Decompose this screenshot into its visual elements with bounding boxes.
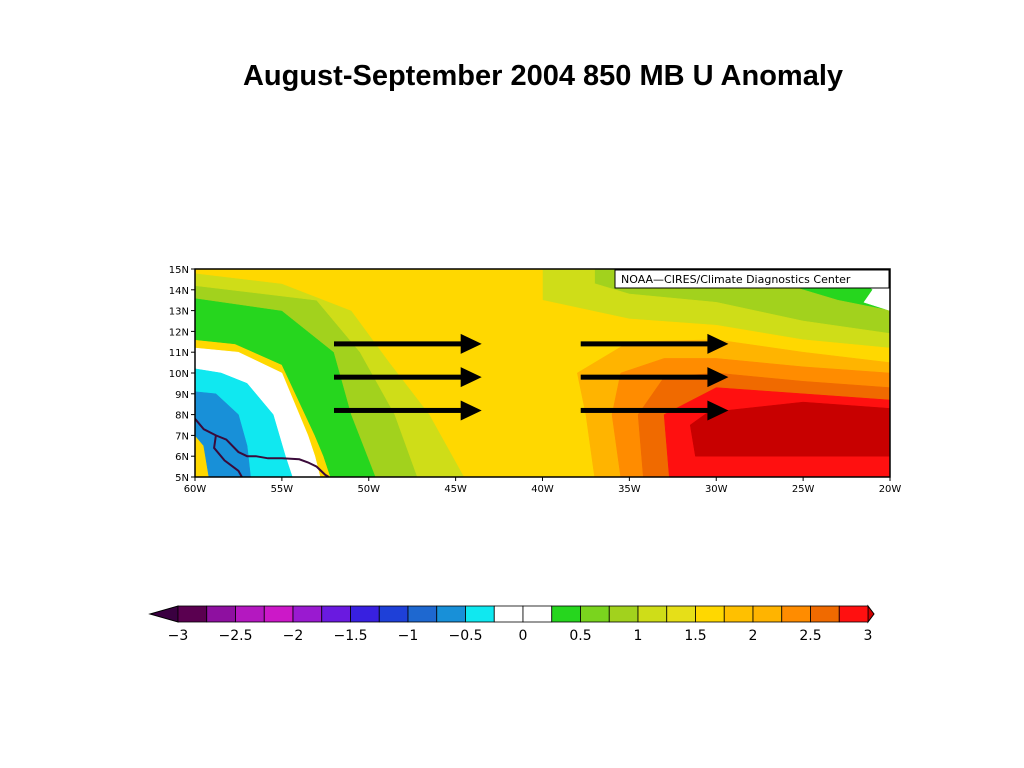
x-tick-label: 60W xyxy=(184,484,207,495)
colorbar-swatch xyxy=(465,605,495,623)
colorbar-label: 1.5 xyxy=(684,628,706,644)
colorbar-swatch xyxy=(235,605,265,623)
y-tick-label: 9N xyxy=(175,390,189,401)
colorbar-label: −2 xyxy=(283,628,304,644)
credit-label: NOAA—CIRES/Climate Diagnostics Center xyxy=(621,273,851,286)
x-tick-label: 30W xyxy=(705,484,728,495)
colorbar-swatch xyxy=(206,605,236,623)
x-tick-label: 25W xyxy=(792,484,815,495)
colorbar-swatch xyxy=(666,605,696,623)
colorbar-swatch xyxy=(695,605,725,623)
y-tick-label: 7N xyxy=(175,431,189,442)
x-tick-label: 40W xyxy=(531,484,554,495)
y-tick-label: 12N xyxy=(169,327,189,338)
colorbar-swatch xyxy=(378,605,409,623)
colorbar-swatch xyxy=(350,605,380,623)
x-tick-label: 55W xyxy=(271,484,294,495)
colorbar-swatch xyxy=(723,605,754,623)
colorbar-swatch xyxy=(838,605,869,623)
y-tick-label: 11N xyxy=(169,348,189,359)
wind-arrow xyxy=(334,333,482,354)
colorbar-swatch xyxy=(637,605,668,623)
x-tick-label: 50W xyxy=(357,484,380,495)
y-tick-label: 14N xyxy=(169,286,189,297)
contour-region xyxy=(689,401,890,457)
wind-arrow xyxy=(580,367,729,388)
colorbar-label: −3 xyxy=(168,628,189,644)
wind-arrow xyxy=(580,333,729,354)
wind-arrow xyxy=(334,400,482,421)
x-tick-label: 35W xyxy=(618,484,641,495)
colorbar-left-tip xyxy=(148,605,179,623)
colorbar-swatch xyxy=(810,605,840,623)
y-tick-label: 8N xyxy=(175,411,189,422)
colorbar-label: −2.5 xyxy=(219,628,253,644)
wind-arrow xyxy=(580,400,729,421)
x-tick-label: 20W xyxy=(879,484,902,495)
coastline xyxy=(195,418,330,477)
colorbar-label: 2.5 xyxy=(799,628,821,644)
colorbar-swatch xyxy=(580,605,610,623)
colorbar-swatch xyxy=(292,605,323,623)
colorbar-swatch xyxy=(436,605,466,623)
colorbar-right-tip xyxy=(867,604,875,624)
colorbar-swatch xyxy=(752,605,783,623)
y-tick-label: 6N xyxy=(175,452,189,463)
colorbar-swatch xyxy=(608,605,639,623)
colorbar-swatch xyxy=(321,605,351,623)
colorbar-swatch xyxy=(551,605,581,623)
page-title: August-September 2004 850 MB U Anomaly xyxy=(242,60,844,92)
credit-box xyxy=(614,269,890,289)
y-tick-label: 15N xyxy=(169,265,189,276)
country-border xyxy=(213,435,243,477)
colorbar-swatch xyxy=(263,605,294,623)
colorbar-label: −1.5 xyxy=(334,628,368,644)
y-tick-label: 13N xyxy=(169,307,189,318)
colorbar-label: 0 xyxy=(519,628,528,644)
colorbar-swatch xyxy=(781,605,811,623)
wind-arrow xyxy=(334,367,482,388)
contour-region xyxy=(195,391,251,477)
x-tick-label: 45W xyxy=(444,484,467,495)
colorbar-label: −1 xyxy=(398,628,419,644)
colorbar-swatch xyxy=(407,605,438,623)
colorbar-label: 0.5 xyxy=(569,628,591,644)
colorbar-label: −0.5 xyxy=(449,628,483,644)
colorbar-swatch xyxy=(493,605,524,623)
colorbar-swatch xyxy=(177,605,208,623)
colorbar-swatch xyxy=(522,605,553,623)
colorbar-label: 3 xyxy=(864,628,873,644)
colorbar-label: 1 xyxy=(634,628,643,644)
y-tick-label: 5N xyxy=(175,473,189,484)
y-tick-label: 10N xyxy=(169,369,189,380)
colorbar-label: 2 xyxy=(749,628,758,644)
